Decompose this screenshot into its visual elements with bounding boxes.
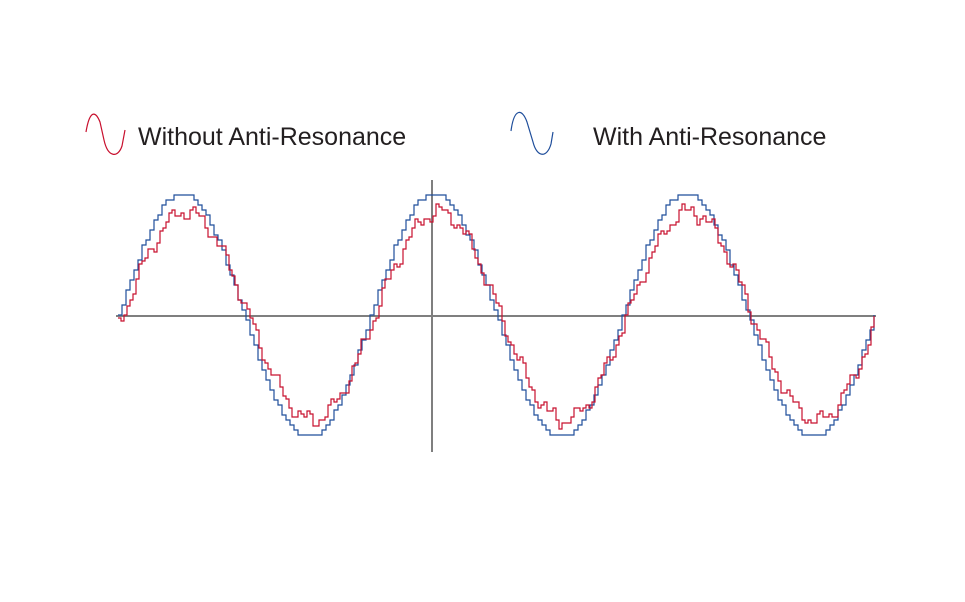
legend-label-without: Without Anti-Resonance xyxy=(138,123,406,151)
legend: Without Anti-Resonance With Anti-Resonan… xyxy=(85,112,826,155)
legend-label-with: With Anti-Resonance xyxy=(593,123,826,151)
axes xyxy=(116,180,876,452)
plot-area xyxy=(118,194,875,436)
series-with-anti-resonance xyxy=(118,194,875,436)
blue-sine-wave-icon xyxy=(510,112,554,155)
legend-item-with: With Anti-Resonance xyxy=(510,112,826,155)
legend-item-without: Without Anti-Resonance xyxy=(85,113,406,155)
red-sine-wave-icon xyxy=(85,113,126,155)
series-without-anti-resonance xyxy=(118,203,875,430)
